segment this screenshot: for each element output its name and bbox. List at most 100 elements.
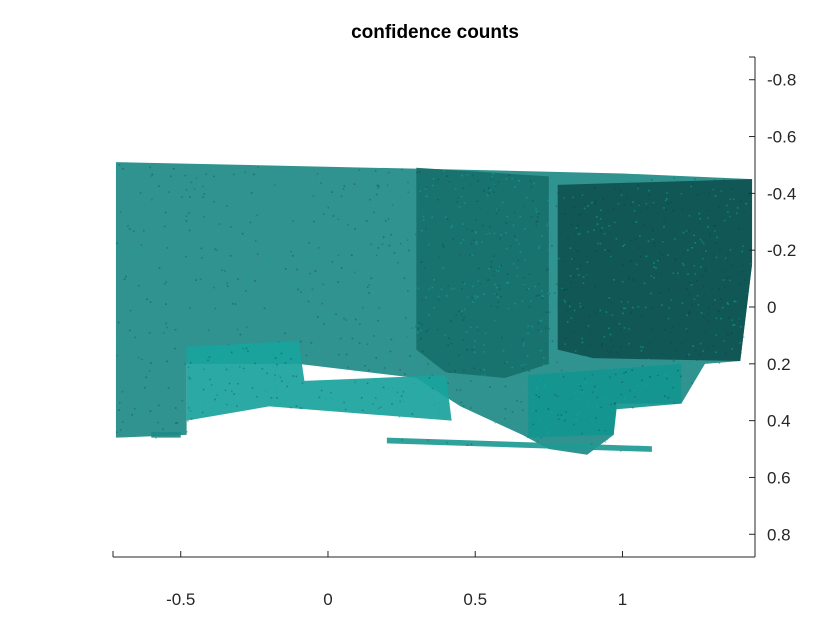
cloud-point [370,277,373,280]
cloud-point [512,224,515,227]
cloud-point [499,237,501,240]
cloud-point [624,307,627,310]
cloud-point [262,346,265,349]
cloud-point [588,344,591,347]
cloud-point [650,292,652,295]
cloud-point [702,350,704,352]
cloud-point [633,210,636,212]
cloud-point [570,317,573,319]
cloud-point [146,298,148,301]
cloud-point [152,275,154,278]
cloud-point [651,306,653,309]
cloud-point [354,381,356,384]
cloud-point [687,229,690,232]
cloud-point [248,281,250,284]
cloud-point [294,324,296,327]
cloud-point [595,216,598,218]
cloud-point [686,364,689,367]
cloud-point [620,301,623,303]
cloud-point [414,325,417,328]
cloud-point [301,337,303,340]
cloud-point [561,287,563,290]
cloud-point [189,172,192,174]
cloud-point [463,202,466,204]
cloud-point [119,211,122,213]
cloud-point [229,219,231,221]
cloud-point [407,181,409,184]
cloud-point [573,206,575,209]
cloud-point [504,385,507,388]
cloud-point [708,306,710,309]
cloud-point [500,234,502,236]
cloud-point [653,266,655,268]
cloud-point [336,407,339,410]
cloud-point [505,222,507,224]
cloud-point [708,193,710,195]
cloud-point [608,250,610,252]
cloud-point [237,278,239,280]
cloud-point [231,173,233,175]
cloud-point [313,383,315,385]
cloud-point [414,382,417,385]
cloud-point [731,348,734,350]
cloud-point [519,251,522,253]
cloud-point [404,373,406,375]
cloud-point [343,185,346,187]
cloud-point [463,282,466,285]
cloud-point [300,220,303,223]
cloud-point [594,285,596,288]
cloud-point [576,268,579,270]
cloud-point [511,366,514,369]
cloud-point [399,242,402,245]
cloud-point [531,325,533,328]
cloud-point [702,242,705,245]
cloud-point [514,302,516,305]
cloud-point [535,394,538,396]
cloud-point [389,350,392,353]
cloud-point [718,310,720,313]
cloud-point [581,432,583,435]
cloud-point [528,306,531,308]
cloud-point [578,274,580,276]
cloud-point [579,232,581,235]
cloud-point [637,202,640,205]
cloud-point [361,222,363,225]
cloud-point [641,365,644,367]
cloud-point [659,292,661,294]
cloud-point [343,401,345,404]
cloud-point [214,307,217,310]
cloud-point [525,196,528,199]
cloud-point [133,246,135,248]
cloud-point [184,174,187,177]
cloud-point [604,397,607,400]
cloud-point [137,348,139,350]
cloud-point [299,340,302,343]
cloud-point [166,247,169,249]
cloud-point [681,208,683,210]
cloud-point [518,243,521,245]
cloud-point [221,269,223,271]
cloud-point [551,245,553,247]
cloud-point [620,190,622,192]
cloud-point [504,383,507,385]
cloud-point [420,229,423,232]
cloud-point [202,196,204,198]
cloud-point [446,295,448,297]
cloud-point [662,241,664,243]
cloud-point [476,326,479,328]
cloud-point [142,408,144,410]
cloud-point [736,207,739,209]
cloud-point [271,337,274,339]
cloud-point [733,324,736,326]
cloud-point [275,227,278,229]
cloud-point [345,353,348,356]
cloud-point [401,439,403,441]
cloud-point [387,185,389,188]
cloud-point [363,268,365,270]
cloud-point [442,245,445,248]
cloud-point [538,212,540,215]
cloud-point [502,349,505,352]
cloud-point [188,376,190,379]
cloud-point [320,361,322,364]
cloud-point [462,239,465,241]
